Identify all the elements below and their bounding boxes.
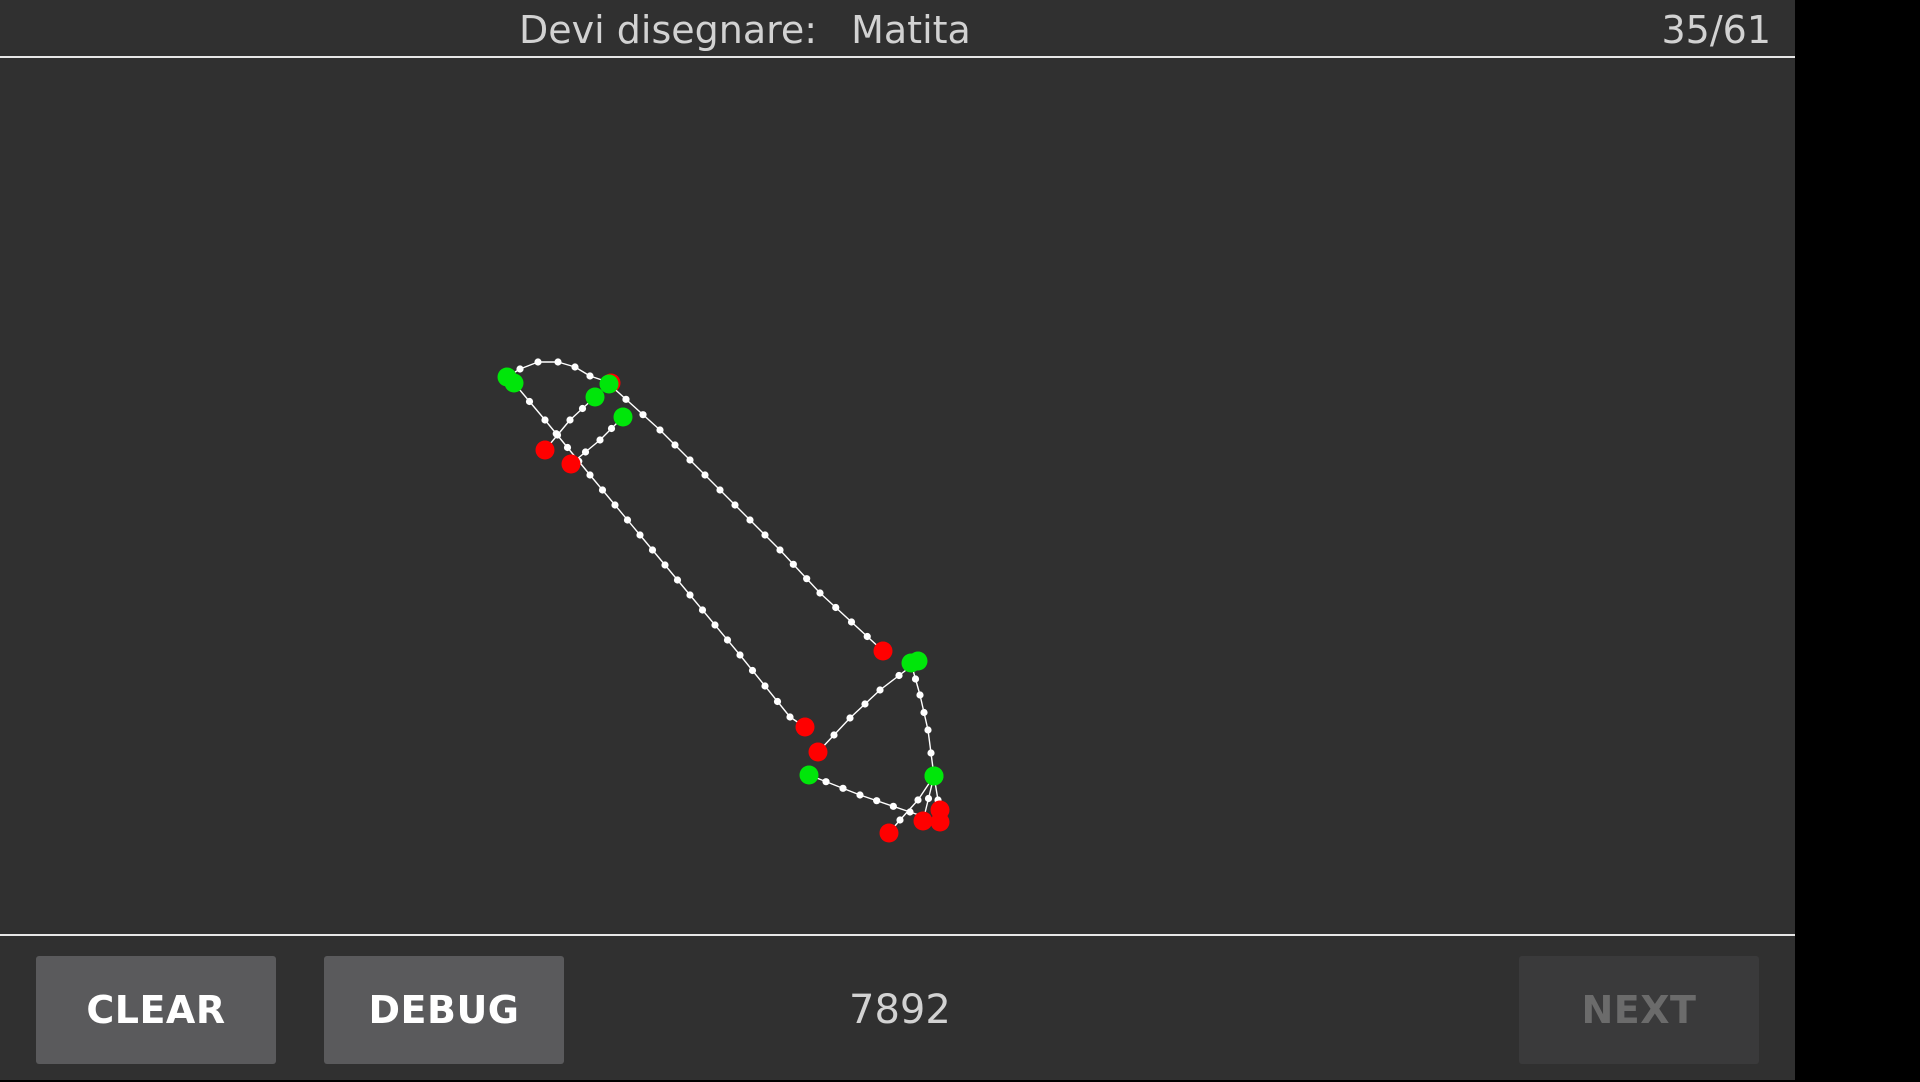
stroke-point: [863, 632, 871, 641]
stroke-point: [736, 651, 744, 659]
stroke-point: [534, 358, 542, 366]
stroke-point: [916, 691, 924, 699]
draw-prompt: Devi disegnare: Matita: [519, 4, 971, 56]
stroke-point: [731, 501, 739, 509]
stroke-start-point: [613, 407, 633, 427]
stroke-point: [816, 589, 824, 597]
stroke-point: [748, 666, 757, 675]
stroke-point: [648, 546, 657, 554]
stroke-point: [711, 621, 719, 629]
stroke-point: [761, 682, 769, 690]
stroke-point: [927, 749, 935, 757]
stroke-start-point: [901, 653, 921, 673]
next-button[interactable]: NEXT: [1519, 956, 1759, 1064]
stroke-point: [581, 448, 590, 456]
stroke-point: [611, 501, 619, 509]
score-value: 7892: [849, 987, 951, 1033]
stroke-point: [578, 404, 587, 413]
stroke-point: [554, 358, 562, 366]
stroke-end-point: [879, 823, 899, 843]
stroke-point: [746, 516, 754, 524]
stroke-end-point: [873, 641, 893, 661]
stroke-start-point: [504, 373, 524, 393]
stroke-point: [847, 618, 856, 626]
stroke-point: [830, 731, 838, 739]
stroke-start-point: [799, 765, 819, 785]
stroke-point: [786, 713, 794, 721]
stroke-point: [723, 636, 732, 644]
stroke-end-point: [795, 717, 815, 737]
stroke-point: [656, 426, 664, 434]
stroke-point: [541, 416, 549, 424]
stroke-point: [876, 686, 884, 694]
drawing-app: Devi disegnare: Matita 35/61 CLEAR DEBUG …: [0, 0, 1795, 1080]
stroke-point: [661, 561, 669, 569]
stroke-point: [553, 431, 562, 439]
stroke-point: [686, 591, 694, 599]
drawing-canvas[interactable]: [0, 58, 1795, 934]
stroke-point: [773, 697, 782, 706]
stroke-point: [639, 411, 647, 419]
stroke-point: [832, 603, 840, 612]
stroke-point: [686, 456, 694, 464]
stroke-point: [839, 784, 847, 792]
stroke-start-point: [599, 374, 619, 394]
stroke-point: [803, 575, 811, 583]
stroke-end-point: [535, 440, 555, 460]
stroke-point: [789, 560, 797, 568]
progress-counter: 35/61: [1661, 8, 1771, 52]
stroke-point: [701, 471, 709, 479]
stroke-point: [920, 708, 928, 717]
stroke-point: [761, 531, 769, 539]
stroke-point: [924, 726, 932, 734]
stroke-start-point: [924, 766, 944, 786]
stroke-point: [525, 397, 534, 406]
stroke-point: [563, 443, 572, 452]
stroke-point: [698, 606, 707, 614]
stroke-end-point: [808, 742, 828, 762]
stroke-point: [924, 794, 933, 803]
stroke-point: [889, 802, 897, 810]
prompt-label: Devi disegnare:: [519, 8, 818, 52]
stroke-point: [673, 576, 682, 584]
clear-button[interactable]: CLEAR: [36, 956, 276, 1064]
stroke-pencil-right-edge-line: [608, 383, 884, 652]
debug-button[interactable]: DEBUG: [324, 956, 564, 1064]
stroke-point: [516, 365, 524, 373]
stroke-point: [896, 816, 904, 824]
stroke-point: [846, 714, 854, 722]
stroke-end-point: [913, 811, 933, 831]
stroke-point: [636, 531, 644, 539]
stroke-point: [911, 675, 920, 683]
header-bar: Devi disegnare: Matita 35/61: [0, 0, 1795, 58]
stroke-end-point: [930, 800, 950, 820]
stroke-point: [586, 372, 594, 380]
stroke-point: [607, 424, 616, 433]
stroke-point: [623, 516, 632, 524]
stroke-point: [873, 797, 881, 805]
stroke-point: [861, 700, 869, 708]
stroke-point: [598, 486, 607, 494]
stroke-point: [622, 395, 630, 403]
stroke-point: [914, 796, 922, 804]
stroke-point: [822, 778, 830, 786]
stroke-end-point: [561, 454, 581, 474]
stroke-start-point: [585, 387, 605, 407]
stroke-point: [776, 546, 784, 554]
stroke-point: [566, 416, 574, 424]
stroke-point: [596, 436, 604, 444]
footer-bar: CLEAR DEBUG 7892 NEXT: [0, 934, 1795, 1082]
stroke-point: [895, 671, 903, 680]
stroke-point: [671, 441, 679, 449]
prompt-word: Matita: [851, 8, 971, 52]
stroke-point: [571, 363, 579, 371]
stroke-point: [586, 471, 594, 479]
stroke-point: [856, 791, 864, 799]
stroke-point: [716, 486, 724, 494]
